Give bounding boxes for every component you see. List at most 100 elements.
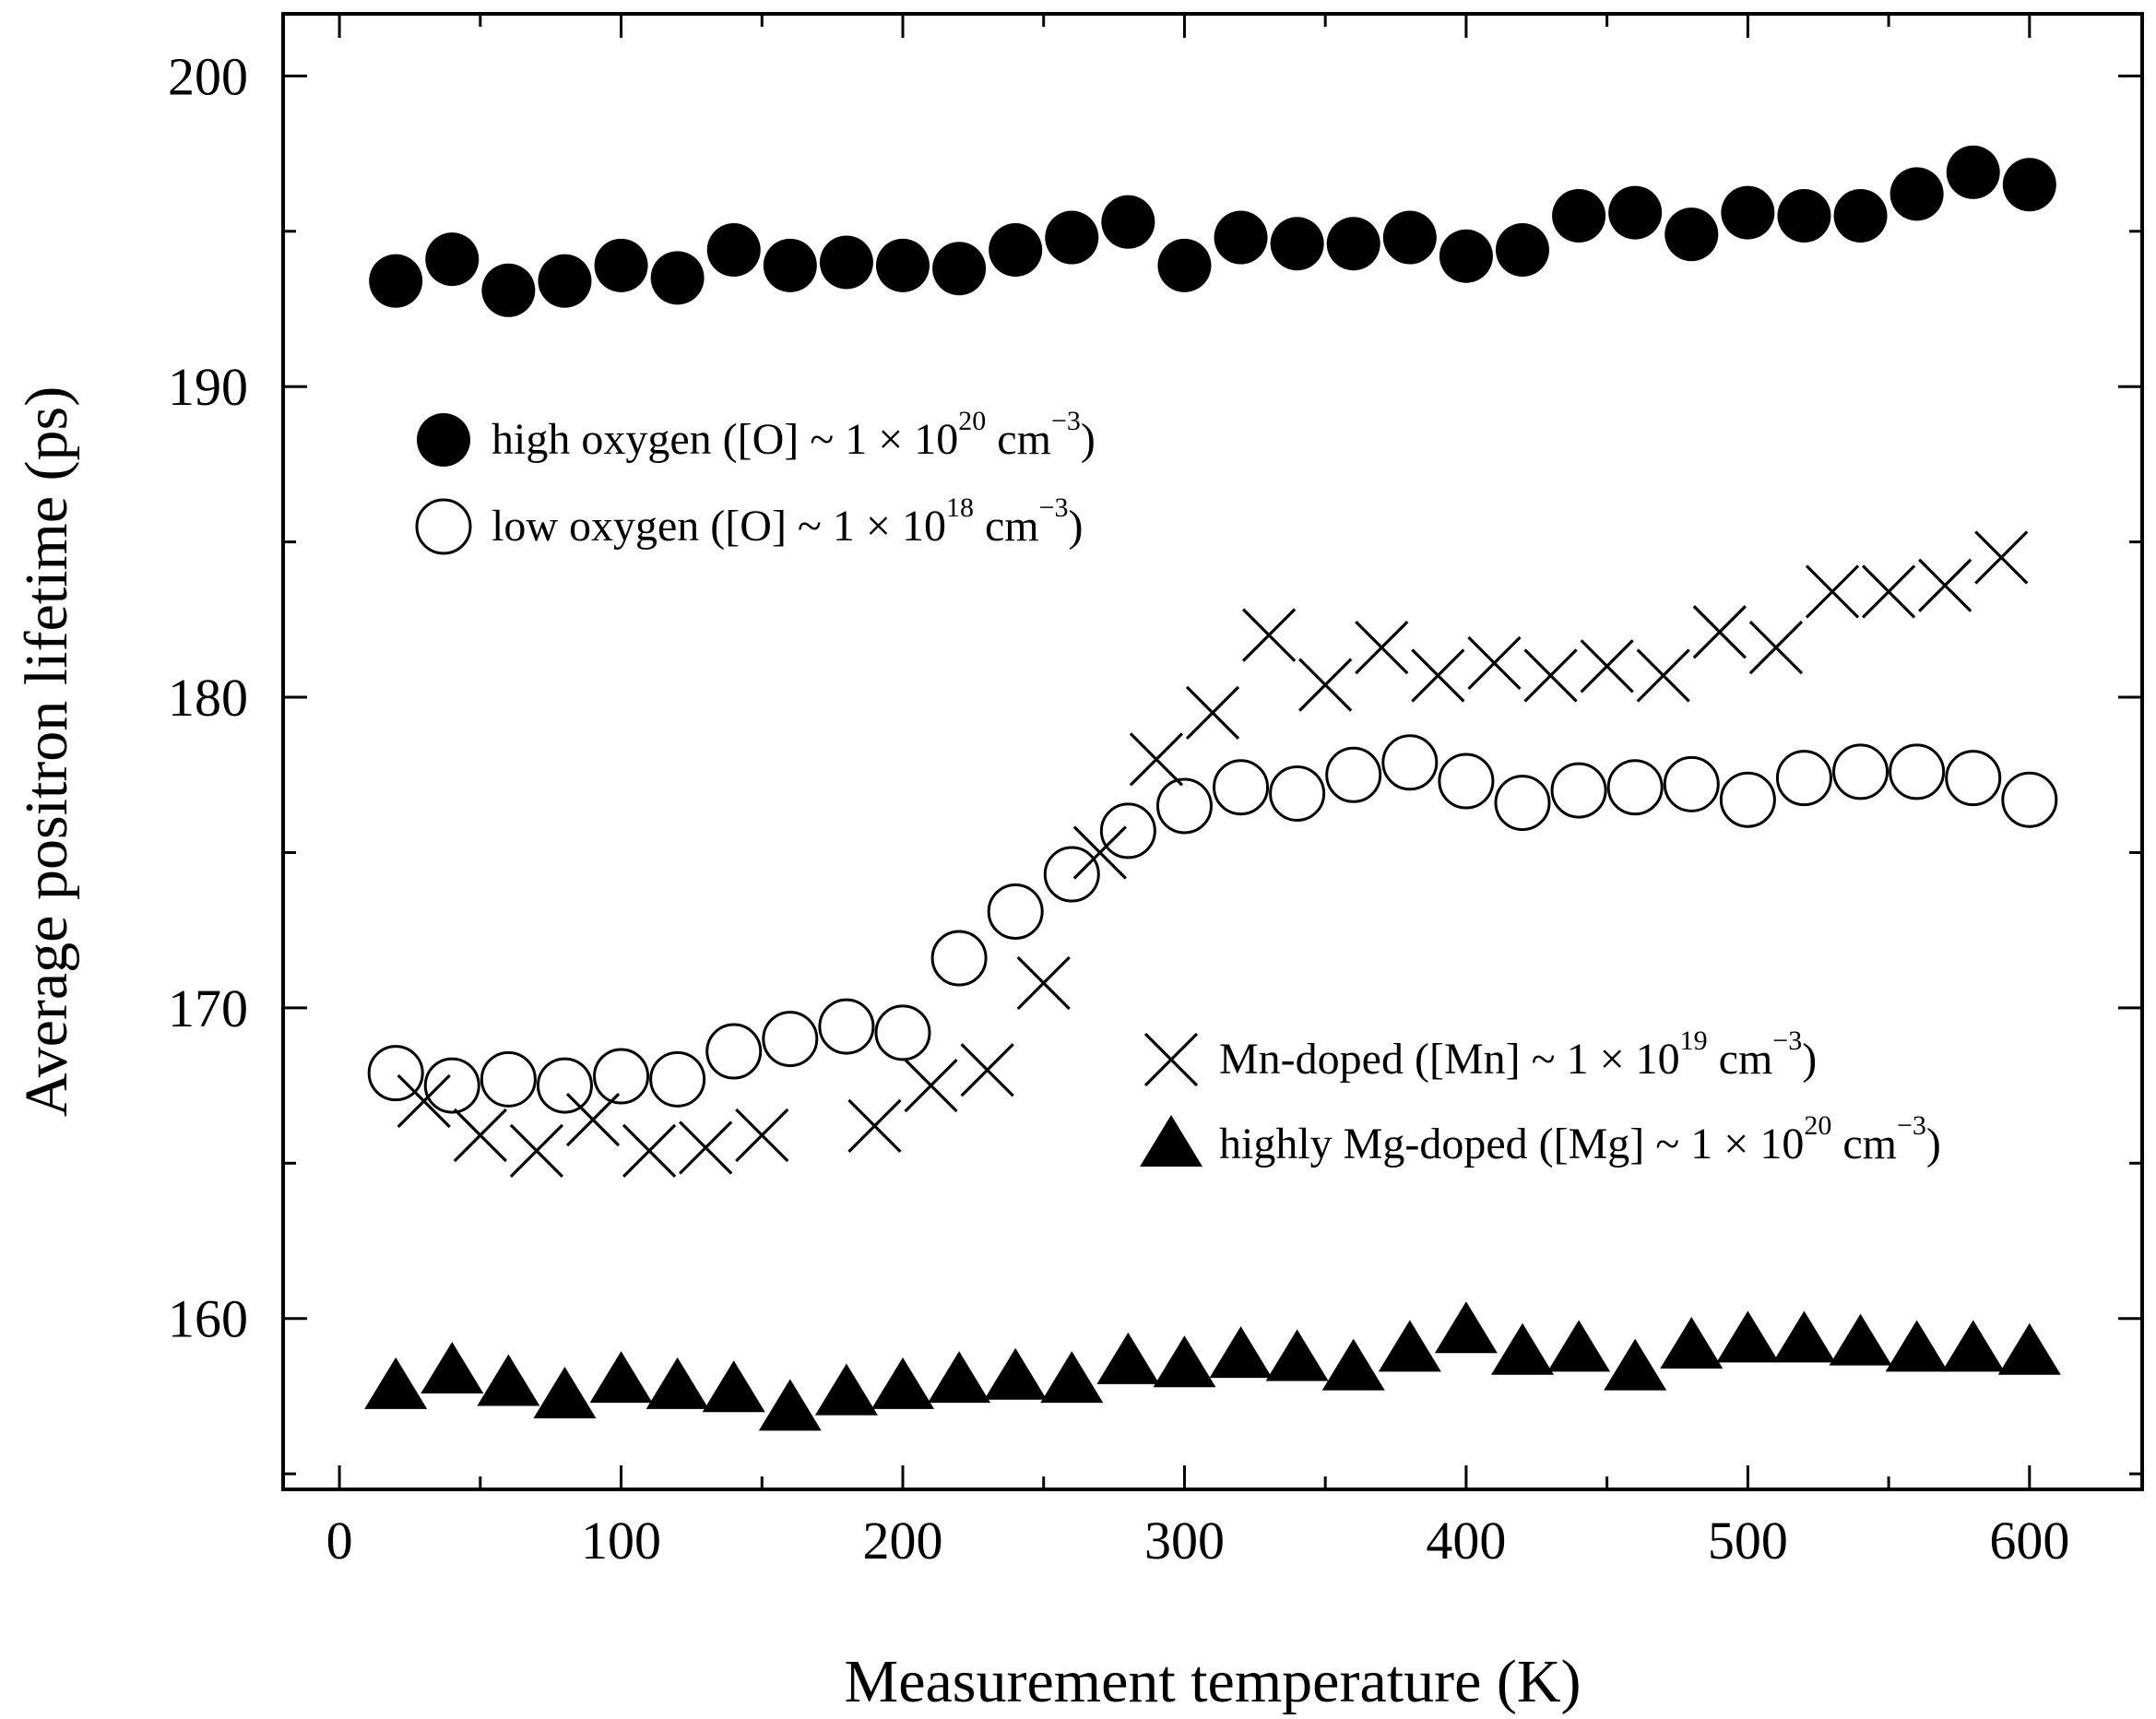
data-point bbox=[481, 263, 536, 317]
data-point bbox=[1298, 658, 1353, 712]
data-point bbox=[1101, 195, 1155, 249]
data-point bbox=[1716, 1310, 1780, 1363]
data-point bbox=[989, 223, 1043, 277]
legend-text-part: cm bbox=[974, 502, 1039, 551]
ticks-layer: 0 100 200 300 400 500 600 160 170 180 190 200 bbox=[168, 14, 2142, 1571]
data-point bbox=[1777, 188, 1831, 243]
data-point bbox=[1321, 1338, 1385, 1391]
data-point bbox=[847, 1098, 902, 1154]
data-point bbox=[421, 1342, 484, 1393]
data-point bbox=[904, 1058, 958, 1113]
data-point bbox=[984, 1347, 1048, 1400]
data-point bbox=[646, 1357, 709, 1409]
legend-entry: Mn-doped ([Mn] ~ 1 × 1019 cm−3) bbox=[1143, 1025, 1817, 1087]
data-point bbox=[814, 1363, 878, 1416]
data-point bbox=[589, 1351, 653, 1404]
data-point bbox=[1045, 210, 1099, 265]
data-point bbox=[509, 1123, 564, 1178]
legend-label: high oxygen ([O] ~ 1 × 1020 cm−3) bbox=[492, 406, 1096, 464]
legend-label: Mn-doped ([Mn] ~ 1 × 1019 cm−3) bbox=[1219, 1025, 1817, 1084]
legend-superscript: 20 bbox=[958, 406, 986, 436]
data-point bbox=[622, 1123, 677, 1178]
data-point bbox=[1918, 558, 1972, 612]
data-point bbox=[1861, 564, 1916, 619]
legend-text-part: ) bbox=[1802, 1035, 1817, 1084]
data-point bbox=[1382, 210, 1437, 265]
data-point bbox=[763, 238, 817, 292]
data-point bbox=[1664, 207, 1719, 262]
x-tick-label: 500 bbox=[1708, 1511, 1788, 1571]
series-highly-mg-doped bbox=[364, 1301, 2061, 1431]
data-point bbox=[932, 242, 987, 296]
data-point bbox=[1805, 564, 1860, 619]
data-point bbox=[1721, 185, 1775, 240]
data-point bbox=[1945, 750, 2002, 807]
data-point bbox=[1270, 217, 1324, 271]
x-tick-label: 400 bbox=[1426, 1511, 1506, 1571]
data-point bbox=[1411, 648, 1465, 703]
x-tick-label: 0 bbox=[326, 1511, 353, 1571]
legend-superscript: −3 bbox=[1897, 1110, 1926, 1141]
data-point bbox=[425, 232, 480, 287]
data-point bbox=[1494, 775, 1551, 832]
data-point bbox=[538, 254, 592, 308]
plot-frame bbox=[281, 12, 2144, 1491]
data-point bbox=[1523, 648, 1578, 703]
y-tick-label: 170 bbox=[168, 978, 248, 1038]
data-point bbox=[1325, 746, 1382, 803]
legend-text-part: ) bbox=[1069, 502, 1084, 551]
data-point bbox=[735, 1108, 789, 1163]
legend-text-part: cm bbox=[1831, 1120, 1897, 1168]
data-point bbox=[453, 1108, 507, 1163]
data-point bbox=[2001, 771, 2058, 828]
legend-text-part: cm bbox=[1708, 1035, 1773, 1084]
data-point bbox=[1381, 734, 1439, 791]
legend-marker bbox=[1140, 1115, 1202, 1167]
data-point bbox=[876, 238, 930, 292]
data-point bbox=[1832, 743, 1889, 800]
data-point bbox=[1439, 229, 1493, 283]
data-point bbox=[1775, 750, 1832, 807]
data-point bbox=[1491, 1322, 1554, 1375]
markers-layer bbox=[364, 145, 2061, 1431]
data-point bbox=[1889, 743, 1946, 800]
legend-layer: high oxygen ([O] ~ 1 × 1020 cm−3)low oxy… bbox=[415, 406, 1941, 1168]
data-point bbox=[1043, 846, 1100, 903]
x-tick-label: 600 bbox=[1989, 1511, 2069, 1571]
data-point bbox=[593, 1048, 650, 1105]
series-high-oxygen bbox=[369, 145, 2056, 317]
data-point bbox=[1663, 755, 1720, 812]
data-point bbox=[565, 1093, 621, 1147]
data-point bbox=[1467, 635, 1522, 691]
data-point bbox=[1550, 762, 1607, 819]
data-point bbox=[1660, 1317, 1724, 1369]
legend-marker bbox=[417, 413, 470, 467]
legend-label: highly Mg-doped ([Mg] ~ 1 × 1020 cm−3) bbox=[1219, 1110, 1941, 1168]
legend-marker bbox=[1143, 1032, 1199, 1087]
data-point bbox=[1997, 1322, 2061, 1375]
data-point bbox=[1636, 648, 1690, 703]
data-point bbox=[1040, 1351, 1104, 1404]
y-tick-label: 180 bbox=[168, 668, 248, 728]
legend-text-part: cm bbox=[986, 415, 1051, 464]
y-tick-label: 200 bbox=[168, 46, 248, 106]
data-point bbox=[1099, 802, 1156, 860]
data-point bbox=[960, 1043, 1014, 1097]
data-point bbox=[1153, 1335, 1216, 1388]
data-point bbox=[702, 1360, 765, 1413]
data-point bbox=[1547, 1320, 1611, 1372]
data-point bbox=[1213, 759, 1270, 816]
data-point bbox=[928, 1351, 991, 1404]
data-point bbox=[1265, 1329, 1329, 1381]
legend-superscript: 18 bbox=[946, 492, 974, 523]
data-point bbox=[706, 223, 761, 277]
data-point bbox=[1209, 1326, 1273, 1379]
data-point bbox=[1438, 753, 1495, 810]
data-point bbox=[1833, 188, 1888, 243]
data-point bbox=[1885, 1320, 1949, 1372]
legend-superscript: 20 bbox=[1804, 1110, 1831, 1141]
data-point bbox=[871, 1357, 934, 1409]
data-point bbox=[1355, 621, 1409, 675]
legend-entry: high oxygen ([O] ~ 1 × 1020 cm−3) bbox=[417, 406, 1096, 467]
